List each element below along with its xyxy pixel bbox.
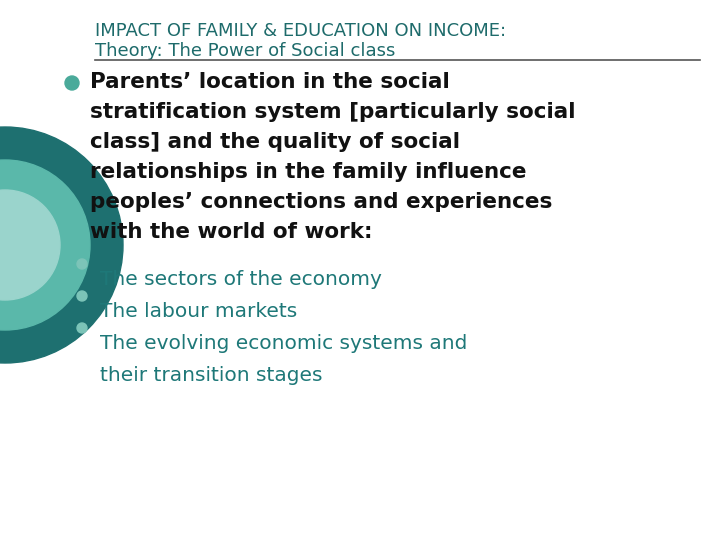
Text: stratification system [particularly social: stratification system [particularly soci… [90, 102, 575, 122]
Text: The sectors of the economy: The sectors of the economy [100, 270, 382, 289]
Text: The labour markets: The labour markets [100, 302, 297, 321]
Circle shape [0, 190, 60, 300]
Text: peoples’ connections and experiences: peoples’ connections and experiences [90, 192, 552, 212]
Circle shape [77, 323, 87, 333]
Circle shape [0, 160, 90, 330]
Text: class] and the quality of social: class] and the quality of social [90, 132, 460, 152]
Text: their transition stages: their transition stages [100, 366, 323, 385]
Text: The evolving economic systems and: The evolving economic systems and [100, 334, 467, 353]
Text: IMPACT OF FAMILY & EDUCATION ON INCOME:: IMPACT OF FAMILY & EDUCATION ON INCOME: [95, 22, 506, 40]
Circle shape [77, 259, 87, 269]
Text: relationships in the family influence: relationships in the family influence [90, 162, 526, 182]
Text: Theory: The Power of Social class: Theory: The Power of Social class [95, 42, 395, 60]
Text: with the world of work:: with the world of work: [90, 222, 372, 242]
Circle shape [65, 76, 79, 90]
Circle shape [77, 291, 87, 301]
Text: Parents’ location in the social: Parents’ location in the social [90, 72, 450, 92]
Circle shape [0, 127, 123, 363]
